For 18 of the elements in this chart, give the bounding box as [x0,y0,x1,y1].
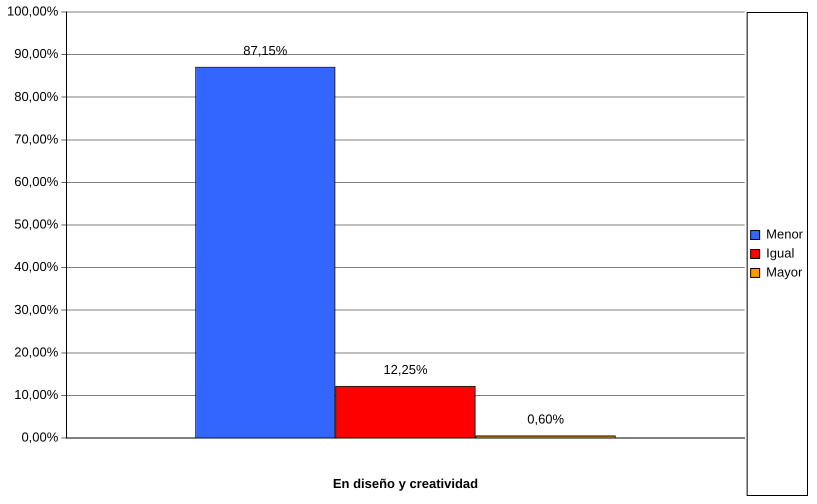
x-axis-title: En diseño y creatividad [332,476,478,491]
y-tick-label: 100,00% [6,4,59,19]
y-tick-label: 80,00% [14,88,59,104]
y-tick-label: 60,00% [14,174,59,189]
data-label: 0,60% [527,412,565,427]
y-tick-label: 70,00% [14,131,59,146]
y-tick-label: 10,00% [14,386,59,402]
y-tick-label: 90,00% [14,46,59,62]
y-tick-label: 30,00% [14,302,59,317]
y-tick-label: 20,00% [14,344,59,360]
legend-label: Mayor [766,264,803,280]
data-label: 87,15% [243,42,288,58]
data-label: 12,25% [383,362,428,377]
legend-label: Igual [766,246,794,261]
y-tick-label: 40,00% [14,259,59,274]
y-tick-label: 0,00% [21,430,59,445]
legend-label: Menor [766,226,804,242]
y-tick-label: 50,00% [14,216,59,232]
